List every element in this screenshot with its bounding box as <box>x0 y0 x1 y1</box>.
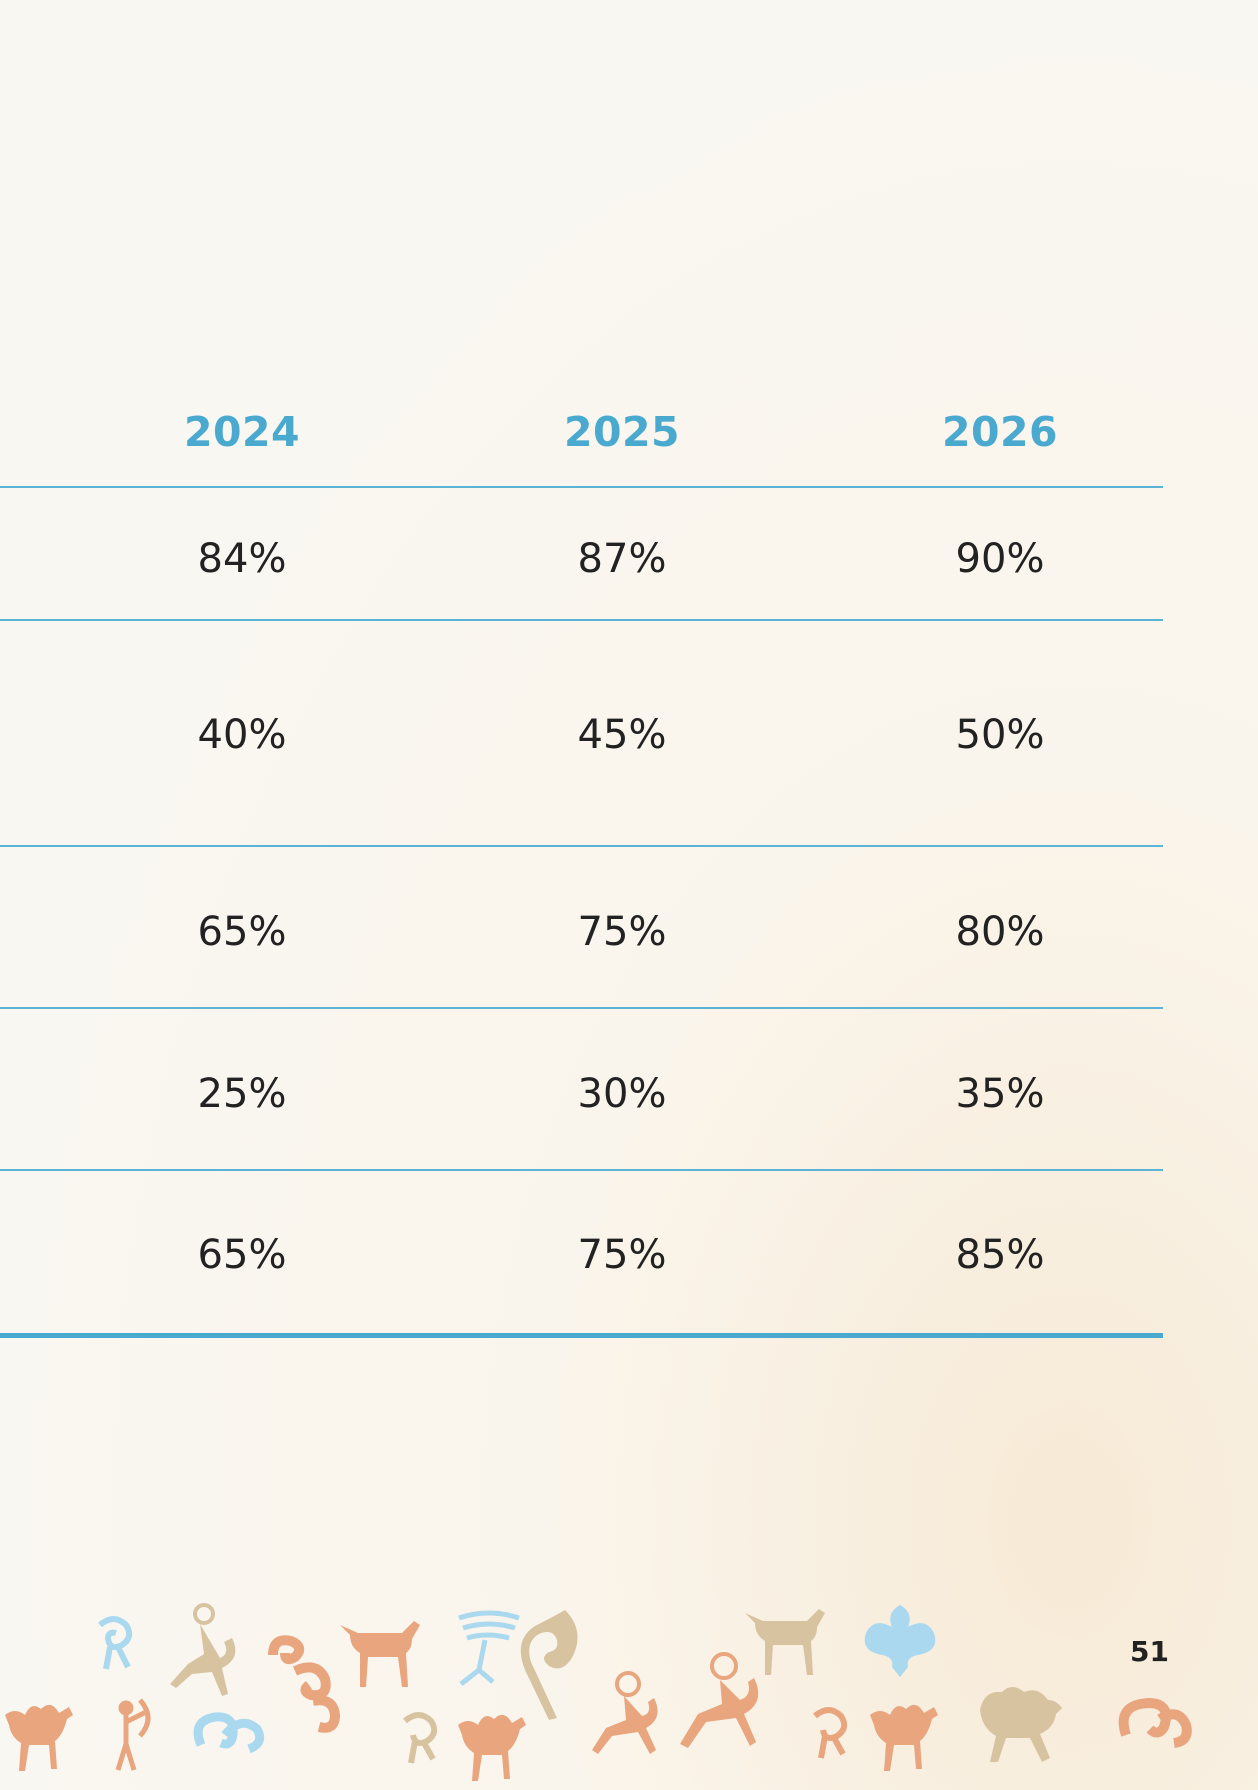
table-cell: 45% <box>577 712 667 758</box>
data-table: 2024 2025 2026 84% 87% 90% 40% 45% 50% 6… <box>0 408 1163 1338</box>
table-cell: 85% <box>955 1232 1045 1278</box>
cloud-icon <box>864 1605 936 1677</box>
archer-icon <box>115 1698 151 1771</box>
table-cell: 75% <box>577 1232 667 1278</box>
table-cell: 87% <box>577 536 667 582</box>
spiral-icon <box>520 1610 578 1720</box>
table-bottom-rule <box>0 1333 1163 1338</box>
camel-icon <box>870 1704 938 1771</box>
row-rule <box>0 845 1163 847</box>
page-number: 51 <box>1130 1635 1169 1668</box>
spiral-icon <box>1118 1697 1192 1748</box>
row-rule <box>0 1169 1163 1171</box>
table-cell: 40% <box>197 712 287 758</box>
horse-icon <box>745 1609 825 1675</box>
row-rule <box>0 1007 1163 1009</box>
table-cell: 35% <box>955 1071 1045 1117</box>
header-rule <box>0 486 1163 488</box>
camel-icon <box>458 1714 526 1781</box>
table-cell: 75% <box>577 909 667 955</box>
table-cell: 84% <box>197 536 287 582</box>
table-cell: 80% <box>955 909 1045 955</box>
bull-icon <box>592 1671 658 1754</box>
cloud-icon <box>193 1712 265 1754</box>
table-cell: 65% <box>197 1232 287 1278</box>
rider-icon <box>170 1603 236 1696</box>
column-header-2026: 2026 <box>941 408 1059 456</box>
spiral-icon <box>403 1712 438 1764</box>
column-header-2025: 2025 <box>563 408 681 456</box>
camel-icon <box>980 1670 1062 1762</box>
table-cell: 25% <box>197 1071 287 1117</box>
petroglyph-ornament-band <box>5 1603 1192 1781</box>
horse-icon <box>340 1621 420 1687</box>
spiral-icon <box>268 1635 341 1733</box>
spiral-icon <box>98 1616 133 1670</box>
camel-icon <box>5 1704 73 1771</box>
column-header-2024: 2024 <box>183 408 301 456</box>
table-cell: 50% <box>955 712 1045 758</box>
table-cell: 65% <box>197 909 287 955</box>
tree-icon <box>458 1610 520 1686</box>
rider-icon <box>680 1652 759 1748</box>
table-cell: 30% <box>577 1071 667 1117</box>
row-rule <box>0 619 1163 621</box>
spiral-icon <box>813 1707 848 1759</box>
table-cell: 90% <box>955 536 1045 582</box>
